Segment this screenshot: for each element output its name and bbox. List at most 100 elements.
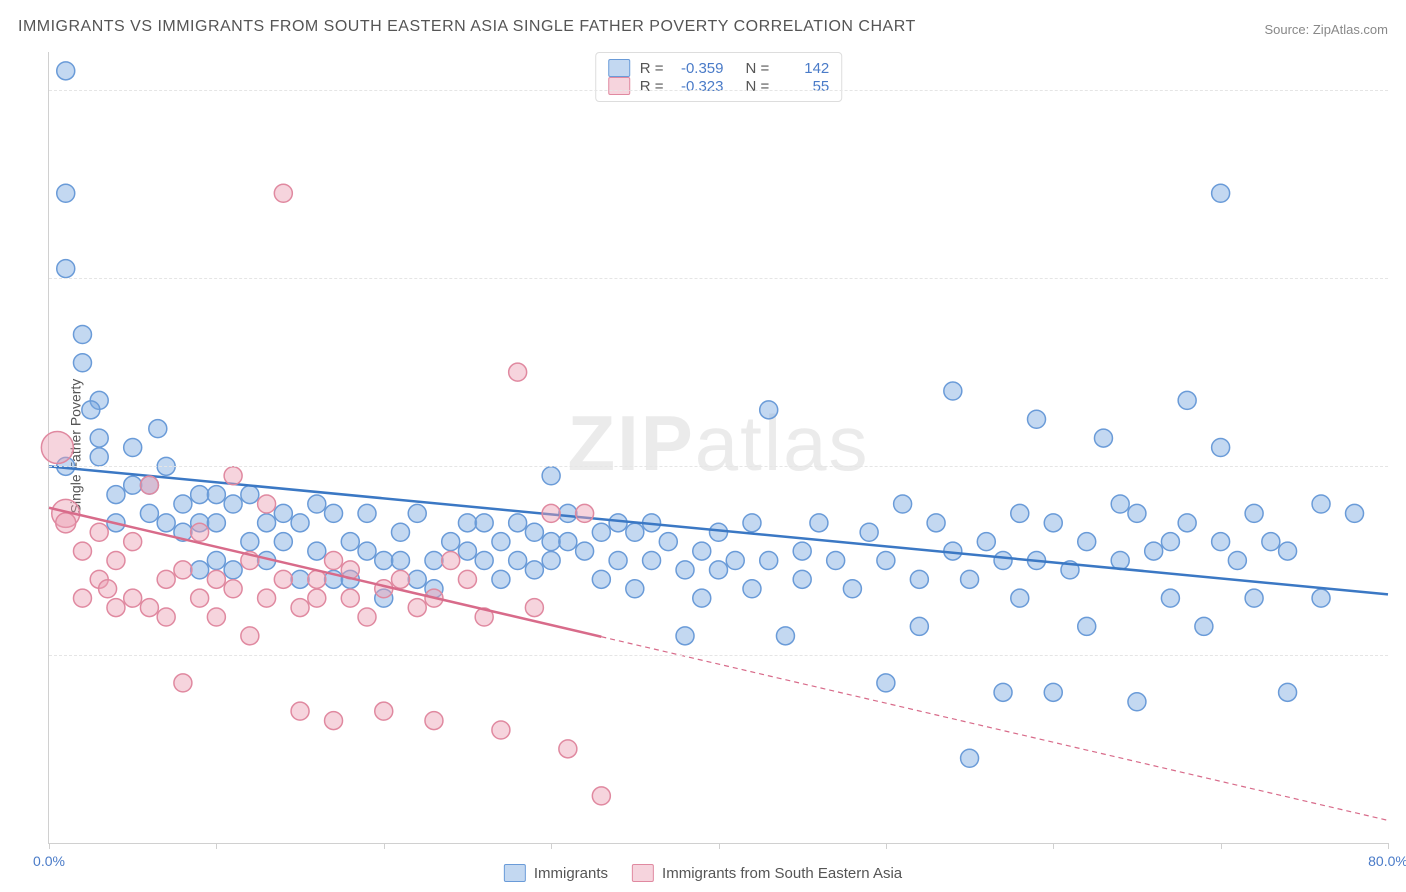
scatter-point <box>1312 495 1330 513</box>
plot-area: ZIPatlas R =-0.359N =142R =-0.323N =55 1… <box>48 52 1388 844</box>
bottom-legend-item: Immigrants <box>504 864 608 882</box>
scatter-point <box>894 495 912 513</box>
scatter-point <box>977 533 995 551</box>
scatter-point <box>124 439 142 457</box>
scatter-point <box>1279 542 1297 560</box>
scatter-point <box>525 599 543 617</box>
scatter-point <box>73 326 91 344</box>
scatter-point <box>475 514 493 532</box>
scatter-point <box>258 514 276 532</box>
scatter-point <box>408 599 426 617</box>
scatter-point <box>743 580 761 598</box>
gridline <box>49 90 1388 91</box>
scatter-point <box>224 580 242 598</box>
scatter-point <box>157 608 175 626</box>
scatter-point <box>73 354 91 372</box>
scatter-point <box>609 514 627 532</box>
scatter-point <box>1094 429 1112 447</box>
scatter-point <box>643 552 661 570</box>
x-tick-mark <box>216 843 217 849</box>
scatter-point <box>258 495 276 513</box>
scatter-point <box>492 570 510 588</box>
scatter-point <box>877 552 895 570</box>
legend-swatch <box>608 59 630 77</box>
x-tick-mark <box>49 843 50 849</box>
x-tick-mark <box>719 843 720 849</box>
scatter-point <box>207 608 225 626</box>
scatter-point <box>1178 514 1196 532</box>
scatter-point <box>442 552 460 570</box>
scatter-point <box>107 486 125 504</box>
scatter-point <box>57 184 75 202</box>
scatter-point <box>1212 184 1230 202</box>
source-link[interactable]: ZipAtlas.com <box>1313 22 1388 37</box>
scatter-point <box>944 382 962 400</box>
legend-label: Immigrants <box>534 865 608 882</box>
scatter-point <box>241 533 259 551</box>
scatter-point <box>73 542 91 560</box>
scatter-point <box>291 702 309 720</box>
scatter-point <box>877 674 895 692</box>
x-tick-mark <box>1053 843 1054 849</box>
scatter-point <box>910 617 928 635</box>
scatter-point <box>1228 552 1246 570</box>
stat-legend-row: R =-0.359N =142 <box>608 59 830 77</box>
chart-title: IMMIGRANTS VS IMMIGRANTS FROM SOUTH EAST… <box>18 18 916 36</box>
scatter-point <box>710 523 728 541</box>
chart-svg <box>49 52 1388 843</box>
x-tick-label: 80.0% <box>1368 853 1406 869</box>
scatter-point <box>157 570 175 588</box>
x-tick-mark <box>1221 843 1222 849</box>
scatter-point <box>1111 495 1129 513</box>
scatter-point <box>609 552 627 570</box>
scatter-point <box>308 589 326 607</box>
scatter-point <box>107 552 125 570</box>
scatter-point <box>308 495 326 513</box>
scatter-point <box>149 420 167 438</box>
scatter-point <box>124 476 142 494</box>
scatter-point <box>1245 589 1263 607</box>
scatter-point <box>1195 617 1213 635</box>
scatter-point <box>191 561 209 579</box>
legend-label: Immigrants from South Eastern Asia <box>662 865 902 882</box>
scatter-point <box>325 552 343 570</box>
scatter-point <box>525 523 543 541</box>
scatter-point <box>1178 391 1196 409</box>
scatter-point <box>576 504 594 522</box>
scatter-point <box>1245 504 1263 522</box>
scatter-point <box>241 627 259 645</box>
stat-n-value: 55 <box>779 78 829 95</box>
scatter-point <box>1128 693 1146 711</box>
scatter-point <box>174 674 192 692</box>
scatter-point <box>425 552 443 570</box>
scatter-point <box>458 514 476 532</box>
scatter-point <box>442 533 460 551</box>
scatter-point <box>1312 589 1330 607</box>
x-tick-mark <box>384 843 385 849</box>
x-tick-mark <box>551 843 552 849</box>
scatter-point <box>760 552 778 570</box>
scatter-point <box>99 580 117 598</box>
scatter-point <box>391 552 409 570</box>
scatter-point <box>308 542 326 560</box>
scatter-point <box>174 561 192 579</box>
scatter-point <box>1011 504 1029 522</box>
scatter-point <box>776 627 794 645</box>
scatter-point <box>1111 552 1129 570</box>
scatter-point <box>827 552 845 570</box>
scatter-point <box>810 514 828 532</box>
scatter-point <box>358 608 376 626</box>
scatter-point <box>961 749 979 767</box>
stat-n-label: N = <box>746 60 770 77</box>
scatter-point <box>425 712 443 730</box>
scatter-point <box>843 580 861 598</box>
scatter-point <box>274 184 292 202</box>
scatter-point <box>207 552 225 570</box>
scatter-point <box>559 740 577 758</box>
scatter-point <box>375 552 393 570</box>
scatter-point <box>375 702 393 720</box>
scatter-point <box>659 533 677 551</box>
scatter-point <box>391 570 409 588</box>
scatter-point <box>559 533 577 551</box>
stat-r-label: R = <box>640 60 664 77</box>
